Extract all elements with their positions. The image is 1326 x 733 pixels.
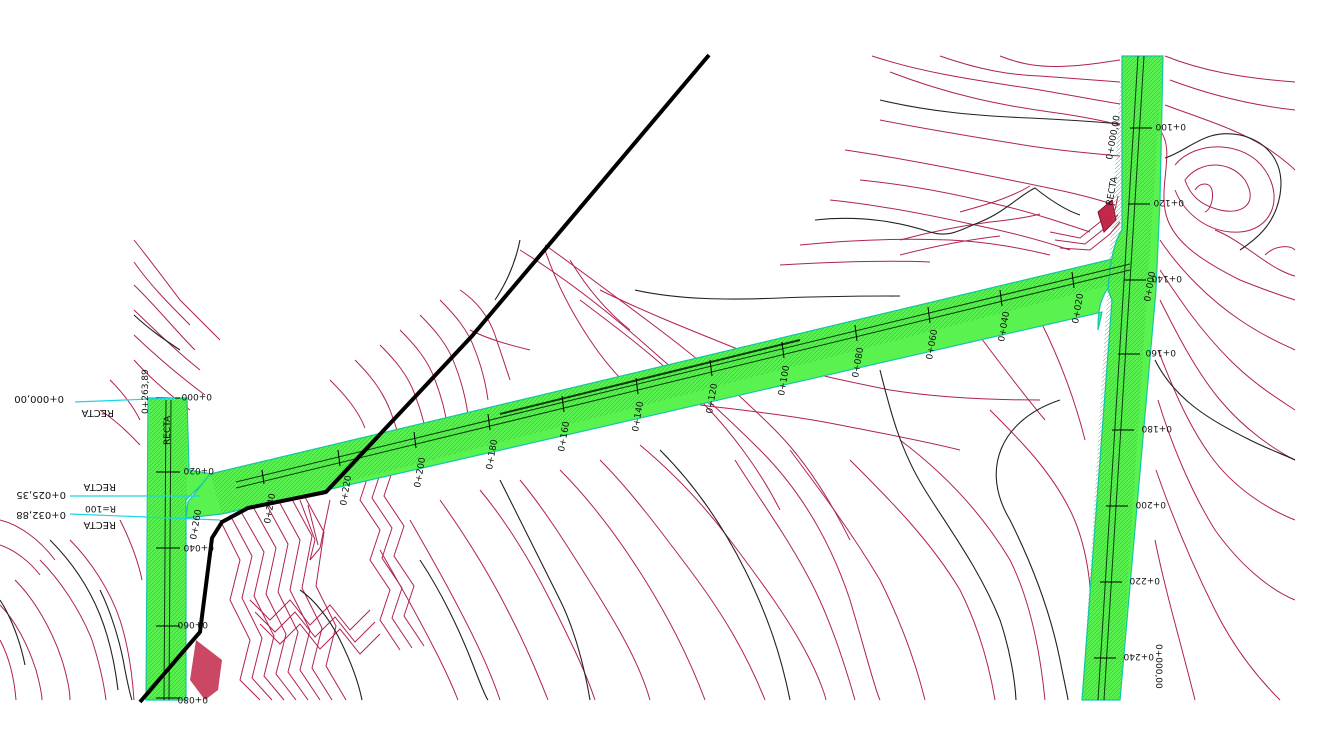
- left-road-st-040: 0+040: [183, 542, 214, 552]
- left-recta-top-label: RECTA: [81, 407, 114, 418]
- left-recta-low-label: RECTA: [83, 519, 116, 530]
- right-road-st-180: 0+180: [1141, 423, 1172, 433]
- left-road-recta: RECTA: [163, 415, 173, 445]
- right-road-st-220: 0+220: [1129, 575, 1160, 585]
- alignment-polyline: [138, 53, 711, 704]
- left-station-start-label: 0+000,00: [14, 393, 64, 404]
- left-annotations: RECTA 0+000,00 RECTA 0+025,35 R=100 0+03…: [14, 393, 116, 530]
- left-leader-lines: [69, 397, 221, 521]
- left-road-labels: 0+263,89 RECTA 0+000 0+020 0+040 0+060 0…: [141, 369, 214, 704]
- left-recta-mid-label: RECTA: [83, 481, 116, 492]
- right-road-st-140: 0+140: [1151, 273, 1182, 283]
- left-road-st-020: 0+020: [183, 465, 214, 475]
- left-station-lower-label: 0+032,88: [16, 509, 66, 520]
- road-hatching: [146, 56, 1163, 700]
- left-station-mid-label: 0+025,35: [16, 489, 66, 500]
- left-radius-label: R=100: [85, 503, 116, 513]
- slope-hatch-patch: [190, 640, 222, 700]
- main-road-station-labels: 0+260 0+240 0+220 0+200 0+180 0+160 0+14…: [189, 271, 1158, 541]
- right-road-st-120: 0+120: [1153, 197, 1184, 207]
- contour-lines: [0, 55, 1296, 701]
- right-road-end-station: 0+000,00: [1153, 644, 1163, 689]
- right-road-st-240: 0+240: [1123, 651, 1154, 661]
- left-road-end-station: 0+263,89: [141, 369, 151, 414]
- right-road-st-100: 0+100: [1155, 121, 1186, 131]
- right-road-st-200: 0+200: [1135, 499, 1166, 509]
- road-axis-lines: [163, 55, 1145, 701]
- left-road-st-000: 0+000: [181, 391, 212, 401]
- left-road-st-060: 0+060: [177, 619, 208, 629]
- left-road-st-080: 0+080: [177, 694, 208, 704]
- right-road-st-160: 0+160: [1145, 347, 1176, 357]
